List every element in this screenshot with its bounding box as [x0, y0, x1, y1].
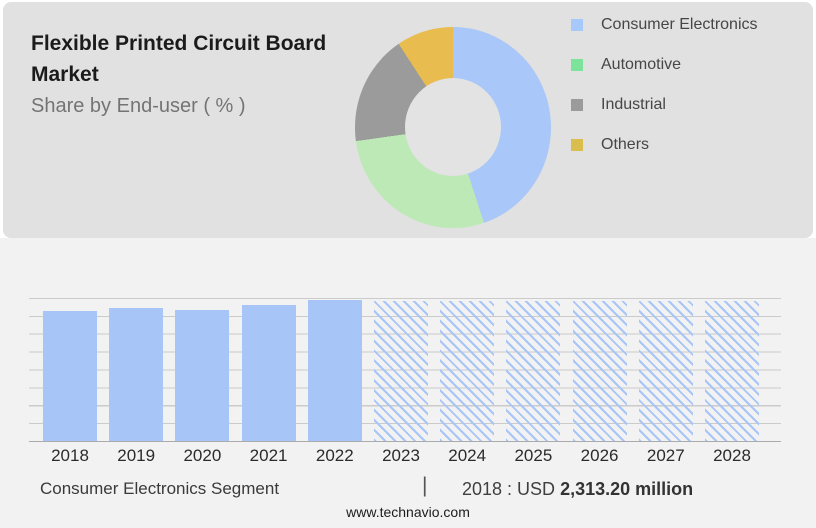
legend-label: Consumer Electronics: [601, 16, 758, 33]
legend-label: Others: [601, 136, 650, 153]
x-axis-label-2021: 2021: [249, 446, 288, 465]
bar-2021: [241, 305, 296, 441]
x-axis-label-2026: 2026: [580, 446, 619, 465]
caption-separator: |: [422, 474, 428, 497]
donut-legend: Consumer Electronics Automotive Industrial…: [571, 16, 758, 177]
x-axis-label-2018: 2018: [51, 446, 89, 465]
legend-item-industrial: Industrial: [571, 96, 758, 113]
x-axis-label-2024: 2024: [448, 446, 487, 465]
x-axis-label-2027: 2027: [646, 446, 685, 465]
legend-item-automotive: Automotive: [571, 56, 758, 73]
forecast-bar-2023: [374, 301, 428, 441]
legend-label: Industrial: [601, 96, 666, 113]
bar-2022: [307, 300, 362, 441]
forecast-bar-2026: [572, 301, 627, 441]
x-axis-label-2023: 2023: [382, 446, 420, 465]
value-caption: 2018 : USD 2,313.20 million: [462, 479, 693, 500]
x-axis-label-2020: 2020: [183, 446, 222, 465]
legend-swatch: [571, 139, 583, 151]
forecast-bar-2025: [506, 301, 561, 441]
title-line-2: Market: [31, 63, 99, 86]
title-line-1: Flexible Printed Circuit Board: [31, 32, 327, 55]
legend-item-others: Others: [571, 136, 758, 153]
donut-chart: [355, 27, 551, 228]
forecast-bar-2024: [440, 301, 495, 441]
x-axis-label-2022: 2022: [315, 446, 354, 465]
bar-2018: [43, 311, 97, 441]
bar-2019: [109, 308, 164, 441]
x-axis-label-2025: 2025: [514, 446, 553, 465]
forecast-bar-2028: [705, 301, 759, 441]
bar-2020: [175, 310, 230, 441]
share-panel: Flexible Printed Circuit Board Market Sha…: [3, 2, 813, 238]
legend-label: Automotive: [601, 56, 682, 73]
legend-item-consumer-electronics: Consumer Electronics: [571, 16, 758, 33]
value-bold: 2,313.20 million: [560, 479, 694, 499]
legend-swatch: [571, 99, 583, 111]
legend-swatch: [571, 19, 583, 31]
legend-swatch: [571, 59, 583, 71]
x-axis-label-2019: 2019: [117, 446, 156, 465]
website-text: www.technavio.com: [346, 504, 470, 520]
segment-caption: Consumer Electronics Segment: [40, 479, 280, 498]
forecast-bar-2027: [638, 301, 693, 441]
x-axis-label-2028: 2028: [713, 446, 751, 465]
chart-subtitle: Share by End-user ( % ): [31, 95, 246, 117]
bar-chart-plot-area: [29, 298, 781, 442]
page-title: Flexible Printed Circuit Board Market: [31, 28, 351, 90]
donut-hole: [405, 78, 501, 176]
value-prefix: 2018 : USD: [462, 479, 561, 499]
